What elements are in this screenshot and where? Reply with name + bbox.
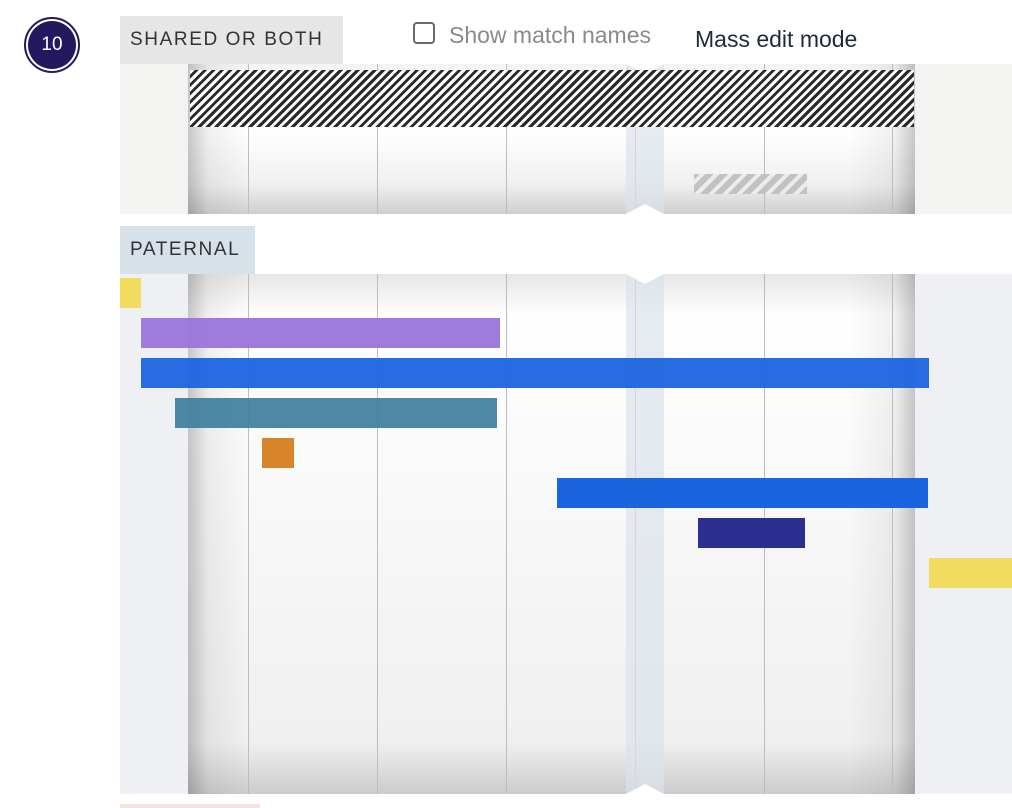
gridline [892, 64, 893, 214]
gridline [377, 64, 378, 214]
section-label-shared: SHARED OR BOTH [120, 16, 343, 64]
chromosome-bar-paternal [188, 274, 915, 794]
paternal-track [120, 274, 1012, 794]
show-match-names-checkbox[interactable] [413, 21, 435, 44]
section-label-maternal-edge [120, 804, 260, 808]
match-segment[interactable] [929, 558, 1012, 588]
centromere [626, 274, 664, 794]
match-segment[interactable] [141, 358, 929, 388]
gridline [892, 274, 893, 794]
match-segment[interactable] [698, 518, 805, 548]
show-match-names-label: Show match names [449, 22, 651, 48]
shared-track [120, 64, 1012, 214]
centromere-notch-bottom [626, 204, 664, 214]
match-segment[interactable] [120, 278, 141, 308]
match-segment[interactable] [262, 438, 294, 468]
gridline [506, 64, 507, 214]
centromere-notch-top [626, 64, 664, 74]
shared-segment-hatch[interactable] [694, 174, 807, 194]
gridline [248, 274, 249, 794]
gridline [248, 64, 249, 214]
match-segment[interactable] [141, 318, 500, 348]
centromere-notch-top [626, 274, 664, 284]
gridline [764, 64, 765, 214]
show-match-names-toggle[interactable]: Show match names [413, 21, 651, 49]
unphased-region-hatch [190, 70, 914, 127]
centromere-notch-bottom [626, 784, 664, 794]
match-segment[interactable] [175, 398, 497, 428]
gridline [377, 274, 378, 794]
mass-edit-mode-link[interactable]: Mass edit mode [695, 26, 858, 52]
chromosome-number: 10 [28, 21, 76, 69]
match-segment[interactable] [557, 478, 928, 508]
chromosome-number-badge: 10 [24, 17, 80, 73]
gridline [506, 274, 507, 794]
section-label-paternal: PATERNAL [120, 226, 255, 274]
